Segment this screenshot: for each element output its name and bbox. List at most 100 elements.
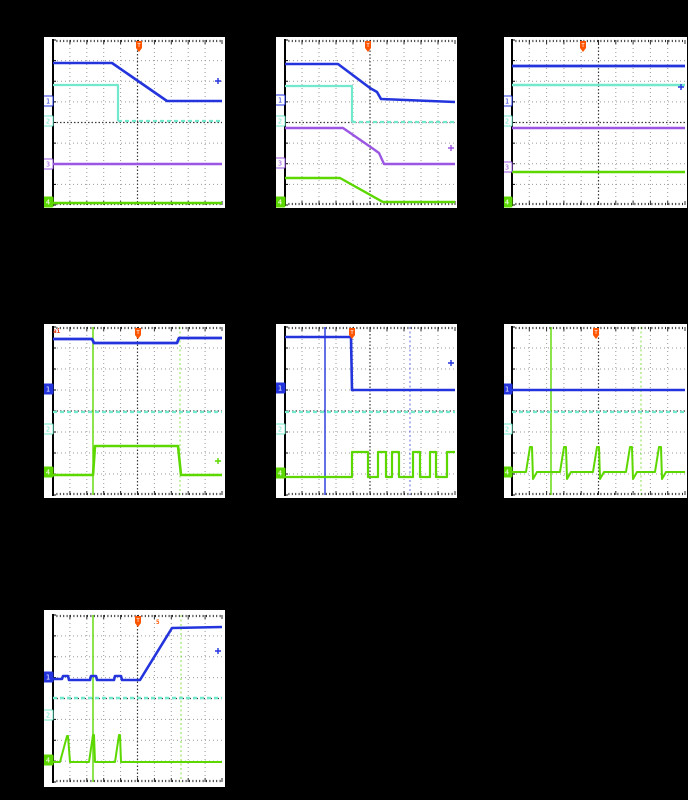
trigger-level-marker [678, 84, 684, 90]
svg-text:4: 4 [505, 469, 509, 477]
trigger-position-marker: T [135, 328, 141, 339]
svg-text:1: 1 [505, 98, 509, 106]
svg-text:T: T [366, 43, 370, 49]
trace-ch1 [53, 61, 222, 103]
svg-text:T: T [581, 43, 585, 49]
channel-marker-ch2: 2 [504, 423, 513, 435]
svg-text:1: 1 [46, 386, 50, 394]
trace-ch1 [53, 336, 222, 345]
svg-text:4: 4 [278, 470, 282, 478]
channel-marker-ch4: 4 [44, 196, 54, 208]
channel-marker-ch1: 1 [44, 383, 54, 395]
trigger-level-marker [215, 458, 221, 464]
svg-text:4: 4 [46, 199, 50, 207]
channel-marker-ch1: 1 [504, 383, 513, 395]
trace-ch2 [53, 83, 120, 121]
channel-marker-ch1: 1 [504, 95, 513, 107]
scope-panel-c: 1 2 3 4 T [504, 37, 687, 208]
trigger-level-marker [215, 648, 221, 654]
channel-marker-ch3: 3 [504, 161, 513, 173]
svg-text:1: 1 [46, 98, 50, 106]
channel-marker-ch1: 1 [44, 671, 54, 683]
channel-marker-ch2: 2 [44, 423, 54, 435]
trigger-position-marker: T [349, 328, 355, 339]
channel-marker-ch3: 3 [44, 158, 54, 170]
scope-panel-b: 1 2 3 4 T [276, 37, 457, 208]
channel-marker-ch2: 2 [276, 423, 286, 435]
scope-panel-e: 1 2 4 T [276, 324, 457, 498]
trigger-position-marker: T [135, 616, 141, 627]
svg-text:4: 4 [505, 199, 509, 207]
scope-screen-a: 1 2 3 4 T [44, 37, 225, 208]
trace-ch4 [285, 176, 455, 204]
extra-mark: ai [53, 328, 61, 335]
trace-ch1 [285, 62, 456, 104]
trigger-level-marker [215, 78, 221, 84]
svg-text:4: 4 [46, 469, 50, 477]
svg-text:T: T [594, 330, 598, 336]
scope-screen-g: 1 2 4 T 5 [44, 610, 225, 787]
graticule-grid [512, 40, 685, 205]
svg-text:T: T [136, 618, 140, 624]
trigger-level-marker [448, 145, 454, 151]
svg-text:2: 2 [278, 118, 282, 126]
trace-ch2 [285, 84, 354, 122]
svg-text:T: T [136, 330, 140, 336]
svg-text:4: 4 [278, 199, 282, 207]
scope-panel-a: 1 2 3 4 T [44, 37, 225, 208]
svg-text:2: 2 [278, 426, 282, 434]
channel-marker-ch4: 4 [44, 754, 54, 766]
svg-text:1: 1 [278, 97, 282, 105]
trigger-position-marker: T [593, 328, 599, 339]
division-ticks [511, 326, 686, 496]
channel-marker-ch1: 1 [44, 95, 54, 107]
trace-ch3 [285, 126, 455, 166]
svg-text:1: 1 [505, 386, 509, 394]
scope-screen-b: 1 2 3 4 T [276, 37, 457, 208]
svg-text:1: 1 [46, 674, 50, 682]
channel-marker-ch1: 1 [276, 382, 286, 394]
svg-text:2: 2 [46, 712, 50, 720]
svg-text:4: 4 [46, 757, 50, 765]
channel-marker-ch2: 2 [276, 115, 286, 127]
channel-marker-ch4: 4 [504, 196, 513, 208]
trigger-level-marker [448, 360, 454, 366]
trace-ch1 [53, 625, 223, 682]
trigger-position-marker: T [136, 41, 142, 52]
svg-text:2: 2 [505, 426, 509, 434]
channel-marker-ch2: 2 [44, 115, 54, 127]
trace-ch4 [53, 734, 222, 763]
channel-marker-ch4: 4 [504, 466, 513, 478]
svg-text:2: 2 [46, 118, 50, 126]
channel-marker-ch4: 4 [276, 467, 286, 479]
trigger-position-marker: T [580, 41, 586, 52]
channel-marker-ch2: 2 [44, 709, 54, 721]
svg-text:2: 2 [505, 118, 509, 126]
trigger-position-marker: T [365, 41, 371, 52]
channel-marker-ch4: 4 [44, 466, 54, 478]
scope-screen-d: 1 2 4 Tai [44, 324, 225, 498]
scope-panel-g: 1 2 4 T 5 [44, 610, 225, 787]
scope-screen-e: 1 2 4 T [276, 324, 457, 498]
extra-mark: 5 [156, 619, 160, 626]
svg-text:3: 3 [278, 160, 282, 168]
scope-screen-f: 1 2 4 T [504, 324, 687, 498]
scope-panel-f: 1 2 4 T [504, 324, 687, 498]
channel-marker-ch3: 3 [276, 157, 286, 169]
svg-text:T: T [137, 43, 141, 49]
channel-marker-ch2: 2 [504, 115, 513, 127]
svg-text:2: 2 [46, 426, 50, 434]
trace-ch4 [53, 444, 222, 477]
svg-text:1: 1 [278, 385, 282, 393]
channel-marker-ch4: 4 [276, 196, 286, 208]
svg-text:T: T [350, 330, 354, 336]
svg-text:3: 3 [505, 164, 509, 172]
trace-ch1 [285, 335, 455, 392]
channel-marker-ch1: 1 [276, 94, 286, 106]
trace-ch4 [285, 450, 455, 479]
scope-screen-c: 1 2 3 4 T [504, 37, 687, 208]
svg-text:3: 3 [46, 161, 50, 169]
